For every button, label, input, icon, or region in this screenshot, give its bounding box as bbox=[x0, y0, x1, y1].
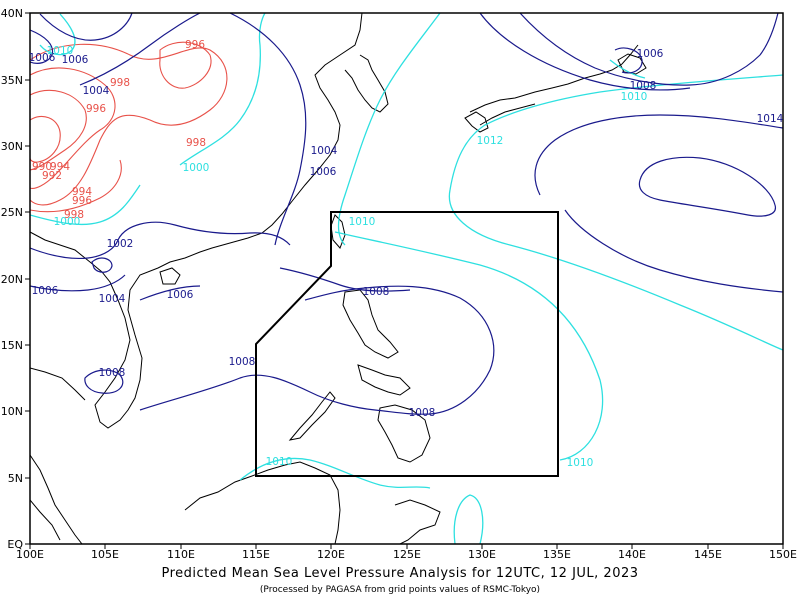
isobar-label: 994 bbox=[72, 186, 92, 198]
isobar-label: 1008 bbox=[409, 407, 436, 419]
isobar-label: 1008 bbox=[229, 356, 256, 368]
coast-sumatra bbox=[30, 499, 61, 541]
isobar-label: 992 bbox=[42, 170, 62, 182]
dark-contour-labels: 1006 1006 1004 1004 1006 1002 1006 1004 … bbox=[29, 48, 784, 419]
isobar-label: 996 bbox=[72, 195, 92, 207]
isobar-label: 1004 bbox=[83, 85, 110, 97]
isobar-label: 1002 bbox=[107, 238, 134, 250]
coast-japan-south bbox=[479, 103, 536, 126]
x-axis-labels: 100E 105E 110E 115E 120E 125E 130E 135E … bbox=[16, 548, 797, 560]
x-label: 110E bbox=[167, 548, 195, 560]
coast-visayas bbox=[357, 364, 411, 396]
isobar-label: 1010 bbox=[621, 91, 648, 103]
x-label: 145E bbox=[694, 548, 722, 560]
x-label: 130E bbox=[468, 548, 496, 560]
isobar-label: 998 bbox=[110, 77, 130, 89]
map-frame bbox=[29, 12, 784, 545]
isobar-label: 1008 bbox=[363, 286, 390, 298]
x-label: 105E bbox=[91, 548, 119, 560]
cyan-contour-labels: 1010 1000 1000 1010 1012 1010 1010 1010 bbox=[47, 45, 648, 469]
red-contour-labels: 996 998 996 998 990 994 992 994 996 998 bbox=[32, 39, 206, 221]
y-axis-labels: EQ 5N 10N 15N 20N 25N 30N 35N 40N bbox=[1, 7, 24, 551]
coast-japan-honshu bbox=[469, 44, 639, 113]
red-isobars bbox=[30, 41, 228, 213]
isobar-label: 1010 bbox=[567, 457, 594, 469]
coast-malay-peninsula bbox=[30, 454, 83, 544]
isobar-label: 1000 bbox=[54, 216, 81, 228]
isobar-label: 998 bbox=[64, 209, 84, 221]
y-label: 5N bbox=[8, 472, 23, 485]
isobar-label: 1008 bbox=[630, 80, 657, 92]
isobar-label: 996 bbox=[86, 103, 106, 115]
x-label: 135E bbox=[543, 548, 571, 560]
y-label: 30N bbox=[1, 140, 23, 153]
y-label: 15N bbox=[1, 339, 23, 352]
isobar-label: 1010 bbox=[266, 456, 293, 468]
isobar-label: 1010 bbox=[47, 45, 74, 57]
axis-ticks bbox=[25, 12, 784, 549]
y-label: 25N bbox=[1, 206, 23, 219]
isobar-label: 1008 bbox=[99, 367, 126, 379]
isobar-label: 1004 bbox=[311, 145, 338, 157]
coast-gulf-thailand bbox=[30, 367, 86, 401]
map-subtitle: (Processed by PAGASA from grid points va… bbox=[259, 585, 541, 595]
isobar-label: 1012 bbox=[477, 135, 504, 147]
isobar-label: 990 bbox=[32, 161, 52, 173]
x-label: 150E bbox=[769, 548, 797, 560]
isobar-label: 1006 bbox=[32, 285, 59, 297]
coast-hainan bbox=[159, 267, 181, 285]
coast-mainland-asia bbox=[30, 13, 363, 429]
dark-isobars bbox=[30, 13, 783, 415]
coast-korea bbox=[344, 54, 389, 113]
coast-sulawesi bbox=[394, 499, 441, 544]
y-label: 35N bbox=[1, 74, 23, 87]
cyan-isobars bbox=[30, 13, 783, 544]
map-title: Predicted Mean Sea Level Pressure Analys… bbox=[161, 566, 639, 581]
isobar-label: 1006 bbox=[637, 48, 664, 60]
x-label: 115E bbox=[242, 548, 270, 560]
x-label: 140E bbox=[618, 548, 646, 560]
coast-borneo bbox=[184, 461, 341, 544]
coast-palawan bbox=[288, 391, 336, 441]
isobar-label: 996 bbox=[185, 39, 205, 51]
isobar-label: 1000 bbox=[183, 162, 210, 174]
isobar-label: 1004 bbox=[99, 293, 126, 305]
x-label: 120E bbox=[317, 548, 345, 560]
y-label: 10N bbox=[1, 405, 23, 418]
isobar-label: 994 bbox=[50, 161, 70, 173]
y-label: 20N bbox=[1, 273, 23, 286]
isobar-label: 1006 bbox=[167, 289, 194, 301]
isobar-label: 1006 bbox=[310, 166, 337, 178]
isobar-label: 998 bbox=[186, 137, 206, 149]
coastlines bbox=[30, 13, 647, 544]
y-label: EQ bbox=[7, 538, 23, 551]
y-label: 40N bbox=[1, 7, 23, 20]
coast-mindanao bbox=[377, 404, 431, 463]
coast-luzon bbox=[342, 289, 399, 359]
isobar-label: 1010 bbox=[349, 216, 376, 228]
par-boundary bbox=[255, 211, 559, 477]
x-label: 100E bbox=[16, 548, 44, 560]
coast-kyushu bbox=[464, 111, 489, 133]
x-label: 125E bbox=[393, 548, 421, 560]
pressure-map: 100E 105E 110E 115E 120E 125E 130E 135E … bbox=[1, 7, 797, 560]
isobar-label: 1014 bbox=[757, 113, 784, 125]
isobar-label: 1006 bbox=[29, 52, 56, 64]
isobar-label: 1006 bbox=[62, 54, 89, 66]
